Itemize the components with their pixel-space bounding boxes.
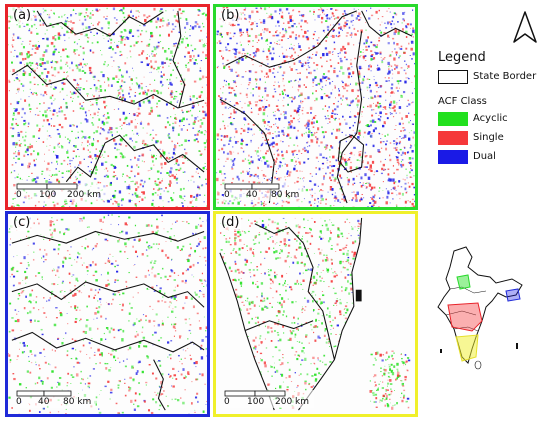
legend-label: Dual (473, 151, 496, 162)
legend-subtitle: ACF Class (438, 96, 487, 107)
panel-label-c: (c) (11, 215, 33, 231)
india-locator-map (432, 245, 532, 379)
scale-bar-a: 0 100 200 km (16, 183, 106, 201)
scale-label: 0 (16, 190, 22, 200)
legend-item-dual: Dual (438, 147, 548, 166)
dual-swatch (438, 149, 468, 164)
legend-title: Legend (438, 50, 486, 65)
scale-bar-b: 0 40 80 km (224, 183, 304, 201)
legend-item-single: Single (438, 128, 548, 147)
map-panel-a: (a) 0 100 200 km (5, 4, 210, 210)
map-canvas-c (8, 214, 207, 414)
scale-label: 100 (247, 397, 265, 407)
scale-label: 100 (39, 190, 57, 200)
legend: Legend State Border ACF Class Acyclic Si… (438, 50, 548, 166)
scale-label: 0 (224, 190, 230, 200)
scale-label: 40 (246, 190, 258, 200)
panel-label-a: (a) (11, 8, 34, 24)
scale-label: 0 (224, 397, 230, 407)
legend-label: Acyclic (473, 113, 508, 124)
panel-label-d: (d) (219, 215, 242, 231)
scale-bar-c: 0 40 80 km (16, 390, 96, 408)
legend-label: Single (473, 132, 504, 143)
single-swatch (438, 130, 468, 145)
scale-label: 200 km (275, 397, 310, 407)
map-canvas-a (8, 7, 207, 207)
map-panel-d: (d) 0 100 200 km (213, 211, 418, 417)
state-border-swatch (438, 69, 468, 84)
map-panel-c: (c) 0 40 80 km (5, 211, 210, 417)
scale-label: 0 (16, 397, 22, 407)
legend-item-acyclic: Acyclic (438, 109, 548, 128)
map-canvas-d (219, 217, 411, 411)
legend-label: State Border (473, 71, 537, 82)
map-canvas-b (216, 7, 415, 207)
legend-item-state-border: State Border (438, 67, 548, 86)
panel-label-b: (b) (219, 8, 242, 24)
acyclic-swatch (438, 111, 468, 126)
scale-label: 200 km (67, 190, 102, 200)
scale-bar-d: 0 100 200 km (224, 390, 314, 408)
map-panel-b: (b) 0 40 80 km (213, 4, 418, 210)
scale-label: 40 (38, 397, 50, 407)
scale-label: 80 km (271, 190, 300, 200)
north-arrow-icon (512, 10, 538, 48)
scale-label: 80 km (63, 397, 92, 407)
